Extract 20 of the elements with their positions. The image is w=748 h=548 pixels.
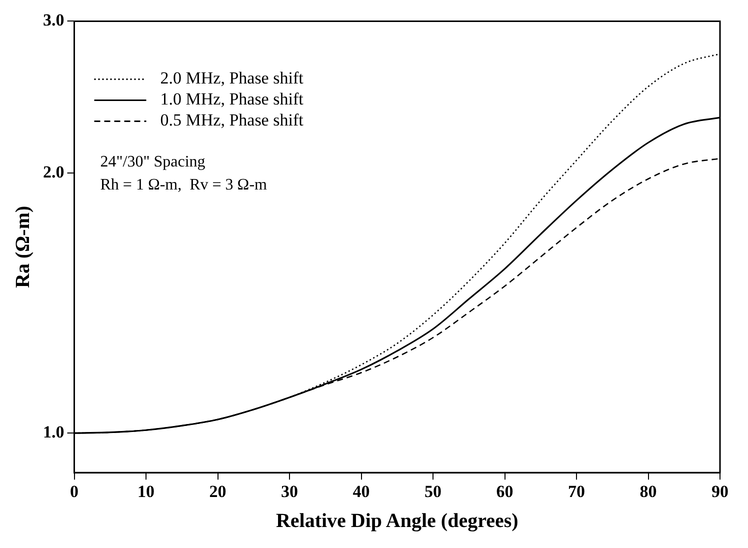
- x-tick-label: 80: [640, 482, 657, 502]
- y-tick-label: 2.0: [43, 162, 64, 182]
- x-tick-label: 30: [281, 482, 298, 502]
- annotation: 24"/30" Spacing: [100, 153, 206, 170]
- y-tick-label: 1.0: [43, 422, 64, 442]
- y-axis-title: Ra (Ω-m): [12, 206, 34, 288]
- x-tick-label: 70: [568, 482, 585, 502]
- x-tick-label: 90: [712, 482, 728, 502]
- x-tick-label: 20: [209, 482, 226, 502]
- x-tick-label: 60: [496, 482, 514, 502]
- x-tick-label: 40: [352, 482, 370, 502]
- x-tick-label: 0: [70, 482, 78, 502]
- x-axis-title: Relative Dip Angle (degrees): [276, 510, 518, 532]
- x-tick-label: 50: [424, 482, 442, 502]
- x-tick-label: 10: [138, 482, 154, 502]
- legend-label: 0.5 MHz, Phase shift: [160, 110, 304, 130]
- annotation: Rh = 1 Ω-m, Rv = 3 Ω-m: [100, 176, 268, 194]
- legend-label: 1.0 MHz, Phase shift: [160, 90, 304, 109]
- y-tick-label: 3.0: [43, 10, 64, 30]
- legend-label: 2.0 MHz, Phase shift: [160, 68, 304, 88]
